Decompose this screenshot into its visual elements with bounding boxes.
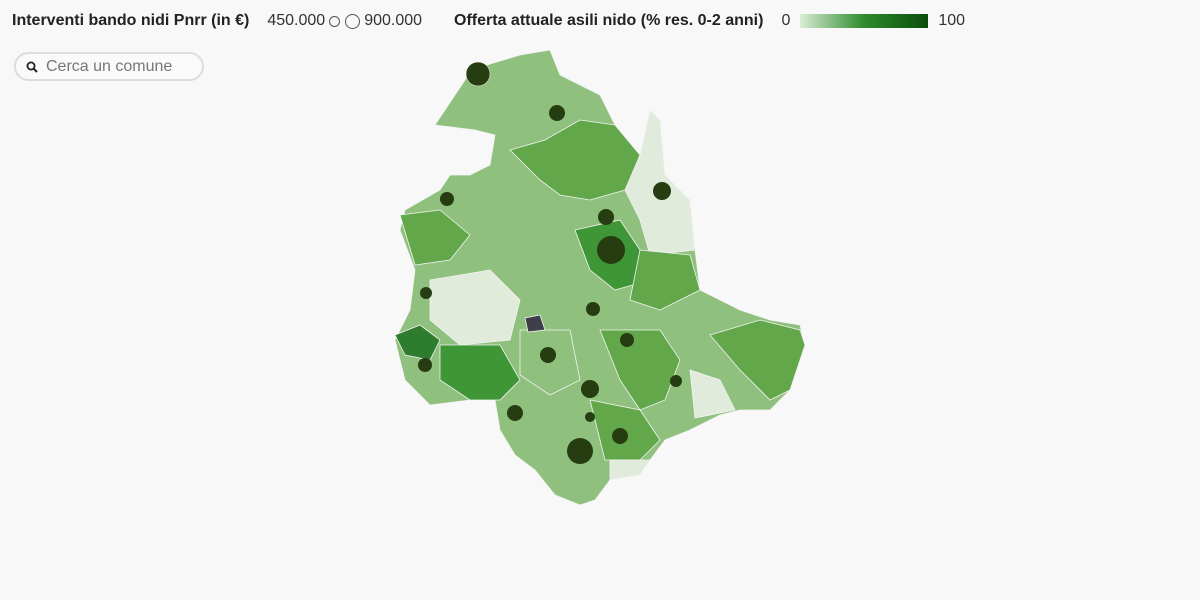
color-scale <box>800 14 929 28</box>
area <box>439 344 521 401</box>
size-min-label: 450.000 <box>267 12 326 29</box>
bubble <box>581 380 599 398</box>
search-box[interactable]: Cerca un comune <box>14 52 204 81</box>
size-max-label: 900.000 <box>364 12 423 29</box>
area <box>689 369 736 419</box>
bubble <box>653 182 671 200</box>
size-legend-title: Interventi bando nidi Pnrr (in €) <box>12 12 250 29</box>
bubble <box>620 333 634 347</box>
bubble <box>586 302 600 316</box>
area <box>524 314 546 333</box>
color-legend-title: Offerta attuale asili nido (% res. 0-2 a… <box>454 12 764 29</box>
bubble <box>597 236 625 264</box>
bubble <box>420 287 432 299</box>
bubble <box>440 192 454 206</box>
search-placeholder: Cerca un comune <box>46 57 173 75</box>
area <box>509 119 641 201</box>
bubble <box>465 61 491 87</box>
bubble <box>507 405 523 421</box>
legend: Interventi bando nidi Pnrr (in €) 450.00… <box>12 12 965 30</box>
bubble <box>670 375 682 387</box>
bubble <box>598 209 614 225</box>
bubble <box>612 428 628 444</box>
color-max-label: 100 <box>938 12 966 29</box>
area <box>629 249 701 311</box>
area <box>709 319 806 401</box>
area <box>394 324 441 361</box>
bubble <box>540 347 556 363</box>
area <box>599 329 681 411</box>
bubble <box>418 358 432 372</box>
size-min-circle <box>329 15 341 27</box>
bubble <box>585 412 595 422</box>
size-max-circle <box>345 13 361 29</box>
area <box>614 109 696 256</box>
bubble <box>549 105 565 121</box>
area <box>609 459 651 481</box>
color-min-label: 0 <box>781 12 791 29</box>
search-icon <box>26 61 38 73</box>
area <box>399 209 471 266</box>
area <box>429 269 521 346</box>
bubble <box>567 438 593 464</box>
